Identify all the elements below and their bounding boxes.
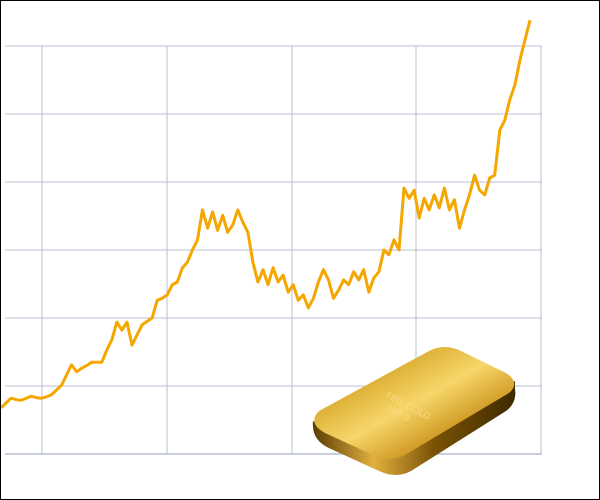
grid-lines xyxy=(5,45,542,455)
gold-bar-image: FINE GOLD 999.9 xyxy=(312,347,516,475)
series-line xyxy=(1,19,532,409)
series-lines xyxy=(1,19,532,409)
gold-bar-side xyxy=(312,381,516,475)
gold-bar-top xyxy=(314,347,515,459)
